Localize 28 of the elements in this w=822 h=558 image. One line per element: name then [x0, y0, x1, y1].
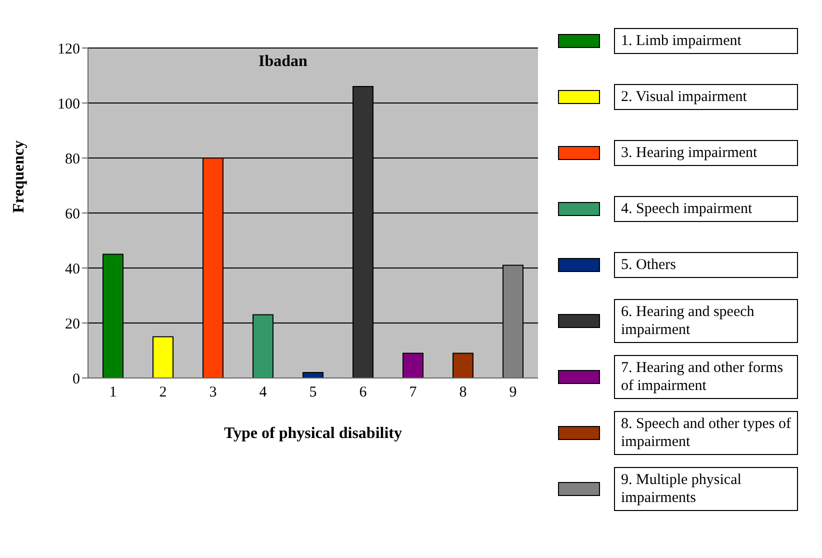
x-tick-label: 3: [209, 384, 217, 401]
legend-label: 4. Speech impairment: [614, 196, 798, 222]
y-tick-label: 120: [58, 41, 80, 58]
x-tick-label: 2: [159, 384, 167, 401]
y-tick-label: 40: [65, 261, 80, 278]
x-tick-label: 1: [109, 384, 117, 401]
legend-label: 1. Limb impairment: [614, 28, 798, 54]
y-tick-label: 0: [72, 371, 80, 388]
x-tick-label: 5: [309, 384, 317, 401]
legend-label: 7. Hearing and other forms of impairment: [614, 355, 798, 399]
y-axis-title: Frequency: [10, 140, 28, 213]
y-tick-label: 80: [65, 151, 80, 168]
y-tick-label: 60: [65, 206, 80, 222]
legend-label: 6. Hearing and speech impairment: [614, 299, 798, 343]
x-tick-label: 8: [459, 384, 467, 401]
chart-title: Ibadan: [258, 53, 308, 70]
x-tick-label: 4: [259, 384, 268, 401]
legend-label: 9. Multiple physical impairments: [614, 467, 798, 511]
legend-label: 3. Hearing impairment: [614, 140, 798, 166]
x-tick-label: 9: [509, 384, 517, 401]
x-tick-label: 7: [409, 384, 418, 401]
legend-label: 8. Speech and other types of impairment: [614, 411, 798, 455]
y-tick-label: 20: [65, 316, 80, 332]
x-axis-title: Type of physical disability: [224, 425, 402, 442]
x-tick-label: 6: [359, 384, 368, 401]
legend-label: 5. Others: [614, 252, 798, 278]
y-tick-label: 100: [58, 96, 80, 112]
legend-label: 2. Visual impairment: [614, 84, 798, 110]
